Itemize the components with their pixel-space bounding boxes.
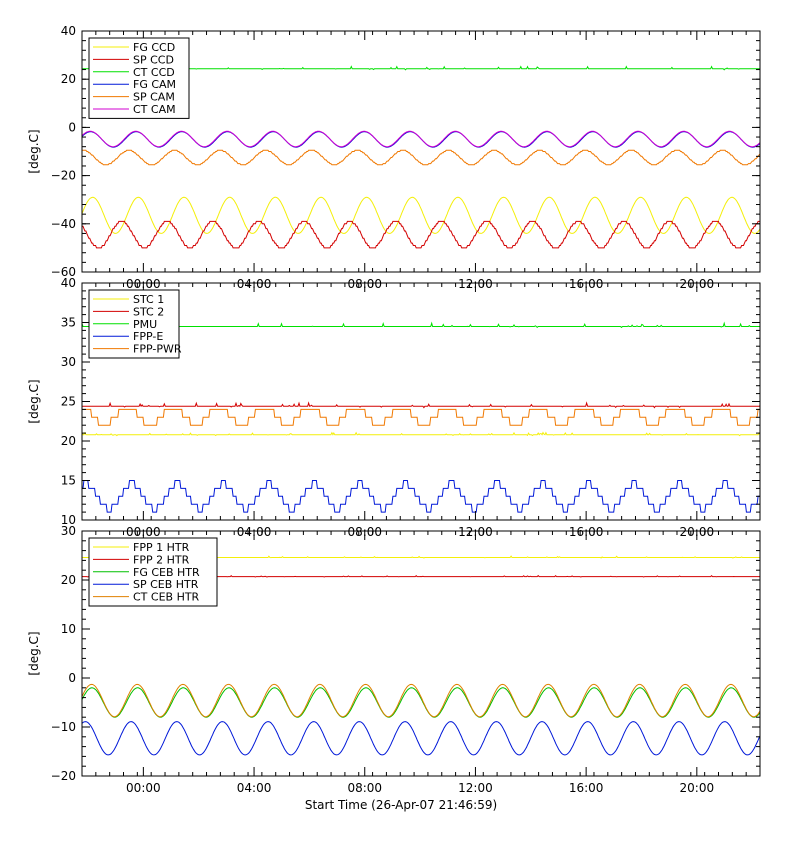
- series-line-pmu: [82, 321, 760, 329]
- x-tick-label: 04:00: [237, 781, 272, 795]
- y-tick-label: 35: [61, 316, 76, 330]
- series-line-fg-ceb-htr: [82, 687, 760, 718]
- y-tick-label: 25: [61, 395, 76, 409]
- plot-frame: [81, 30, 761, 273]
- legend-label: CT CAM: [133, 103, 176, 116]
- series-line-ct-ceb-htr: [82, 683, 760, 718]
- y-tick-label: 30: [61, 524, 76, 538]
- series-line-stc-1: [82, 431, 760, 437]
- y-tick-label: 10: [61, 622, 76, 636]
- series-line-stc-2: [82, 401, 760, 409]
- y-tick-label: 20: [61, 72, 76, 86]
- series-line-fg-ccd: [82, 196, 760, 234]
- legend-label: FG CCD: [133, 41, 175, 54]
- legend-label: SP CEB HTR: [133, 578, 199, 591]
- y-axis-label: [deg.C]: [27, 129, 41, 173]
- y-tick-label: −60: [51, 265, 76, 279]
- y-tick-label: 0: [68, 120, 76, 134]
- legend-label: STC 1: [133, 293, 164, 306]
- plot-frame: [81, 282, 761, 521]
- legend-label: CT CCD: [133, 66, 175, 79]
- series-line-sp-ceb-htr: [82, 721, 760, 756]
- legend-label: PMU: [133, 318, 157, 331]
- plot-frame: [81, 530, 761, 777]
- series-line-sp-ccd: [82, 220, 760, 249]
- y-tick-label: 10: [61, 513, 76, 527]
- x-tick-label: 12:00: [458, 781, 493, 795]
- y-tick-label: 40: [61, 276, 76, 290]
- y-tick-label: 30: [61, 355, 76, 369]
- x-tick-label: 16:00: [569, 781, 604, 795]
- y-tick-label: 20: [61, 573, 76, 587]
- legend-label: FPP-E: [133, 330, 163, 343]
- plot-area: [82, 65, 760, 249]
- y-tick-label: 20: [61, 434, 76, 448]
- series-line-fpp-pwr: [82, 408, 760, 426]
- y-tick-label: −40: [51, 217, 76, 231]
- legend-label: SP CCD: [133, 53, 174, 66]
- legend-box: [88, 37, 190, 119]
- y-tick-label: −10: [51, 720, 76, 734]
- y-tick-label: 15: [61, 474, 76, 488]
- x-axis-label: Start Time (26-Apr-07 21:46:59): [305, 798, 497, 812]
- legend-label: FG CEB HTR: [133, 566, 200, 579]
- x-tick-label: 08:00: [347, 781, 382, 795]
- y-axis-label: [deg.C]: [27, 379, 41, 423]
- plot-area: [82, 321, 760, 513]
- chart-panel-3: 30 20 10 0 −10 −20 00:00 04:00 08:00 12:00 16:00 20…: [27, 524, 761, 795]
- y-tick-label: 0: [68, 671, 76, 685]
- legend-label: CT CEB HTR: [133, 591, 200, 604]
- y-tick-label: −20: [51, 769, 76, 783]
- legend-label: FPP-PWR: [133, 343, 182, 356]
- legend-label: FPP 2 HTR: [133, 553, 190, 566]
- series-line-fpp-e: [82, 480, 760, 513]
- y-axis-label: [deg.C]: [27, 631, 41, 675]
- legend-label: STC 2: [133, 305, 164, 318]
- x-tick-label: 00:00: [126, 781, 161, 795]
- legend-label: FG CAM: [133, 78, 176, 91]
- series-line-sp-cam: [82, 149, 760, 166]
- y-tick-label: 40: [61, 24, 76, 38]
- series-line-ct-ccd: [82, 65, 760, 71]
- legend-label: SP CAM: [133, 91, 175, 104]
- y-tick-label: −20: [51, 169, 76, 183]
- legend-label: FPP 1 HTR: [133, 541, 190, 554]
- x-tick-label: 20:00: [680, 781, 715, 795]
- series-line-ct-cam: [82, 130, 760, 148]
